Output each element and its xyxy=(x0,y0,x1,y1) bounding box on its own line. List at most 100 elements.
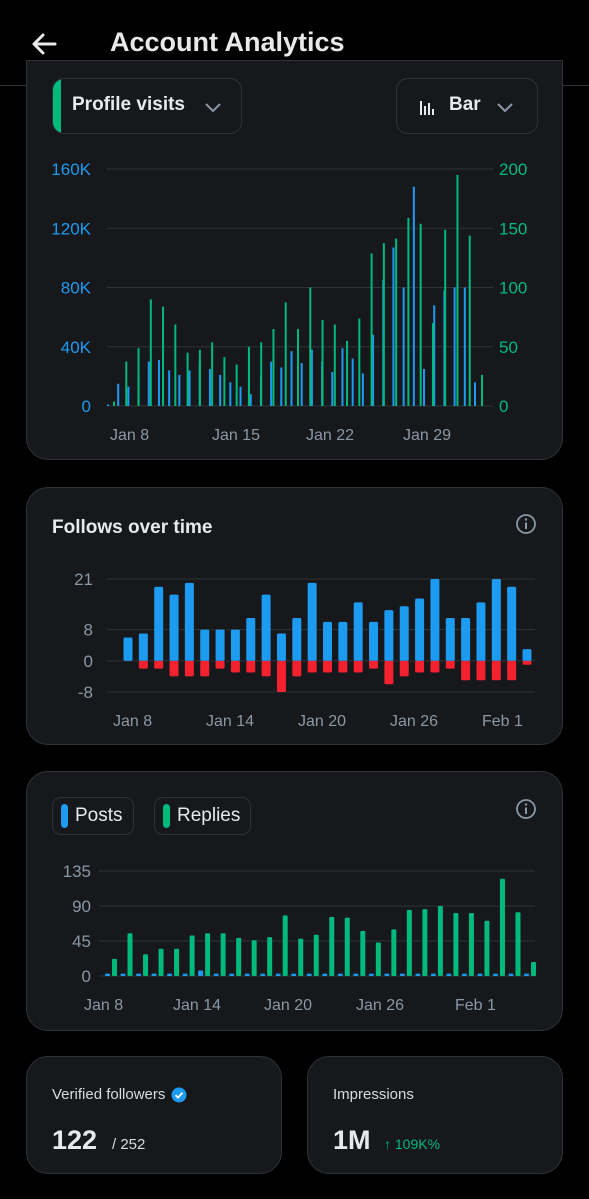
back-arrow-icon xyxy=(32,33,57,55)
follows-bar xyxy=(169,594,179,661)
y-axis-tick: 21 xyxy=(74,570,93,589)
unfollows-bar xyxy=(476,660,486,681)
posts-bar xyxy=(508,973,514,976)
stat-label: Verified followers xyxy=(52,1086,187,1103)
blue-bar xyxy=(433,305,436,406)
follows-bar xyxy=(476,602,486,661)
unfollows-bar xyxy=(215,660,225,669)
unfollows-bar xyxy=(230,660,240,673)
left-axis-tick: 40K xyxy=(61,338,92,357)
posts-bar xyxy=(105,973,110,976)
blue-bar xyxy=(208,368,211,406)
green-bar xyxy=(174,324,177,406)
posts-replies-chart: 135 90 45 0 Jan 8 Jan 14 Jan 20 Jan 26 Feb 1 xyxy=(63,862,536,1014)
replies-bar xyxy=(437,906,443,976)
posts-bar xyxy=(430,973,436,976)
unfollows-bar xyxy=(323,660,332,673)
unfollows-bar xyxy=(169,660,179,677)
posts-bar xyxy=(182,973,188,976)
chart-type-selector[interactable]: Bar xyxy=(396,78,538,134)
unfollows-bar xyxy=(522,660,532,665)
green-bar xyxy=(444,229,447,406)
blue-bar xyxy=(361,373,364,406)
blue-bar xyxy=(117,383,120,406)
blue-bar xyxy=(188,370,191,406)
posts-bar xyxy=(229,973,235,976)
replies-bar xyxy=(406,909,412,976)
blue-bar xyxy=(331,371,334,406)
posts-bar xyxy=(275,973,281,976)
follows-bar xyxy=(215,629,225,661)
unfollows-bar xyxy=(491,660,501,681)
unfollows-bar xyxy=(461,660,471,681)
unfollows-bar xyxy=(369,660,379,669)
info-icon[interactable] xyxy=(515,798,537,820)
replies-bar xyxy=(344,917,350,976)
card-title: Follows over time xyxy=(52,517,213,538)
x-axis-tick: Jan 8 xyxy=(84,997,123,1014)
left-axis-tick: 0 xyxy=(82,397,91,416)
follows-bar xyxy=(307,582,317,661)
follows-card: Follows over time 21 8 0 -8 Jan 8 Jan 14 Jan 2… xyxy=(26,487,563,745)
green-bar xyxy=(370,253,373,406)
follows-bar xyxy=(369,621,379,661)
blue-bar xyxy=(239,386,242,406)
green-bar xyxy=(113,401,115,406)
y-axis-tick: 90 xyxy=(72,897,91,916)
unfollows-bar xyxy=(338,660,348,673)
legend-replies-label: Replies xyxy=(177,805,241,826)
verified-badge-icon xyxy=(171,1087,187,1102)
green-bar xyxy=(333,324,336,406)
back-button[interactable] xyxy=(26,26,62,62)
blue-bar xyxy=(341,348,344,406)
posts-bar xyxy=(461,973,467,976)
right-axis-tick: 0 xyxy=(499,397,508,416)
blue-bar xyxy=(168,370,171,406)
unfollows-bar xyxy=(430,660,440,673)
unfollows-bar xyxy=(507,660,517,681)
posts-bar xyxy=(524,973,529,976)
green-bar xyxy=(382,243,385,406)
replies-bar xyxy=(360,930,366,976)
follows-bar xyxy=(123,637,133,661)
replies-bar xyxy=(313,934,319,976)
follows-bar xyxy=(430,579,440,661)
y-axis-tick: 8 xyxy=(84,621,93,640)
legend-posts-button[interactable]: Posts xyxy=(52,797,134,835)
legend-replies-button[interactable]: Replies xyxy=(154,797,252,835)
follows-bar xyxy=(384,610,394,661)
follows-bar xyxy=(491,579,501,661)
replies-bar xyxy=(112,958,117,976)
green-bar xyxy=(137,348,140,406)
y-axis-tick: 135 xyxy=(63,862,91,881)
blue-bar xyxy=(249,394,252,406)
replies-bar xyxy=(375,942,381,976)
follows-bar xyxy=(200,629,210,661)
replies-bar xyxy=(499,878,505,976)
info-icon[interactable] xyxy=(515,513,537,535)
verified-followers-card[interactable]: Verified followers 122 / 252 xyxy=(26,1056,282,1174)
replies-swatch xyxy=(163,804,170,828)
blue-bar xyxy=(412,186,415,406)
blue-bar xyxy=(402,287,405,406)
posts-bar xyxy=(306,973,312,976)
blue-bar xyxy=(351,358,354,406)
posts-replies-card: Posts Replies 135 90 45 0 Jan 8 Jan 14 Jan 20 J… xyxy=(26,771,563,1031)
replies-bar xyxy=(158,948,164,976)
follows-bar xyxy=(184,582,194,661)
posts-bar xyxy=(260,973,266,976)
blue-bar xyxy=(229,382,232,406)
impressions-card[interactable]: Impressions 1M ↑ 109K% xyxy=(307,1056,563,1174)
x-axis-tick: Jan 29 xyxy=(403,427,451,444)
x-axis-tick: Jan 14 xyxy=(173,997,221,1014)
left-axis-tick: 120K xyxy=(51,219,91,238)
metric-selector[interactable]: Profile visits xyxy=(52,78,242,134)
x-axis-tick: Jan 14 xyxy=(206,713,254,730)
green-bar xyxy=(247,346,250,406)
blue-bar xyxy=(219,374,222,406)
metric-selector-label: Profile visits xyxy=(72,94,185,115)
blue-bar xyxy=(178,374,181,406)
right-axis-tick: 100 xyxy=(499,279,527,298)
blue-bar xyxy=(147,361,150,406)
replies-bar xyxy=(267,937,273,976)
